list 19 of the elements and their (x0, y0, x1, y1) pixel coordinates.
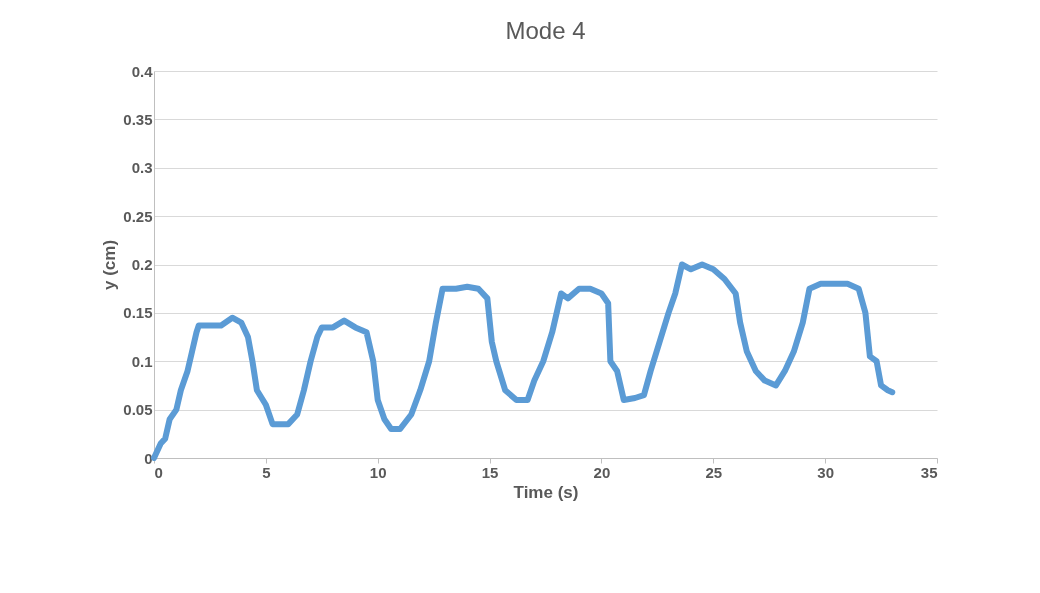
x-tick-label: 20 (593, 463, 611, 481)
y-tick-label: 0.3 (131, 159, 153, 177)
x-tick-label: 5 (262, 463, 271, 481)
x-tick-label: 35 (920, 463, 938, 481)
y-tick-label: 0.15 (123, 304, 153, 322)
y-axis-title: y (cm) (100, 239, 120, 291)
x-tick-label: 10 (369, 463, 387, 481)
y-tick-label: 0.05 (123, 401, 153, 419)
y-tick-label: 0.2 (131, 256, 153, 273)
y-tick-label: 0.4 (131, 62, 154, 80)
y-tick-label: 0.1 (131, 352, 153, 370)
x-axis-title: Time (s) (513, 482, 579, 502)
chart-title: Mode 4 (505, 17, 586, 44)
x-tick-label: 15 (481, 463, 499, 481)
y-tick-label: 0.35 (123, 110, 153, 128)
x-tick-label: 30 (817, 463, 834, 481)
y-tick-label: 0.25 (123, 207, 153, 225)
x-tick-label: 25 (705, 463, 723, 481)
y-tick-label: 0 (144, 449, 153, 467)
